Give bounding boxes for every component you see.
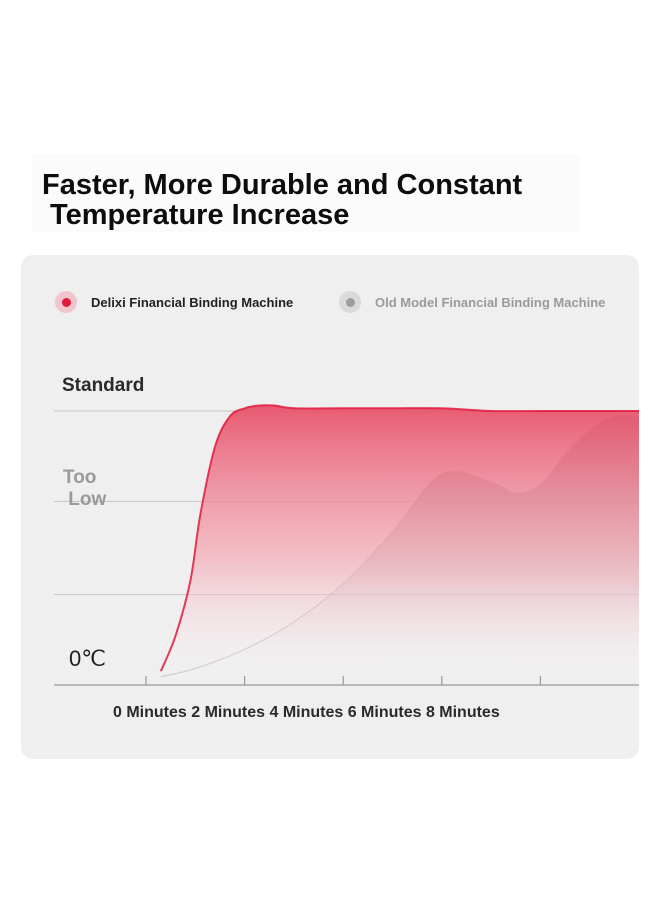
legend-label-old-model: Old Model Financial Binding Machine bbox=[375, 294, 606, 310]
legend-item-old-model: Old Model Financial Binding Machine bbox=[339, 291, 605, 313]
legend-marker-delixi bbox=[55, 291, 77, 313]
legend-label-delixi: Delixi Financial Binding Machine bbox=[91, 294, 294, 310]
title-band bbox=[32, 154, 580, 232]
y-level-standard: Standard bbox=[62, 375, 145, 396]
legend-marker-old-model bbox=[339, 291, 361, 313]
chart-card: Delixi Financial Binding Machine Old Mod… bbox=[21, 255, 639, 759]
page-title: Faster, More Durable and Constant Temper… bbox=[42, 169, 523, 231]
x-axis-tick-labels: 0 Minutes 2 Minutes 4 Minutes 6 Minutes … bbox=[113, 704, 500, 721]
y-level-too-low: Too Low bbox=[63, 467, 107, 510]
series-area-0 bbox=[160, 405, 639, 685]
series-line-0 bbox=[159, 404, 639, 672]
chart-plot bbox=[54, 404, 639, 686]
legend-item-delixi: Delixi Financial Binding Machine bbox=[55, 291, 293, 313]
y-level-zero: 0℃ bbox=[69, 646, 106, 671]
